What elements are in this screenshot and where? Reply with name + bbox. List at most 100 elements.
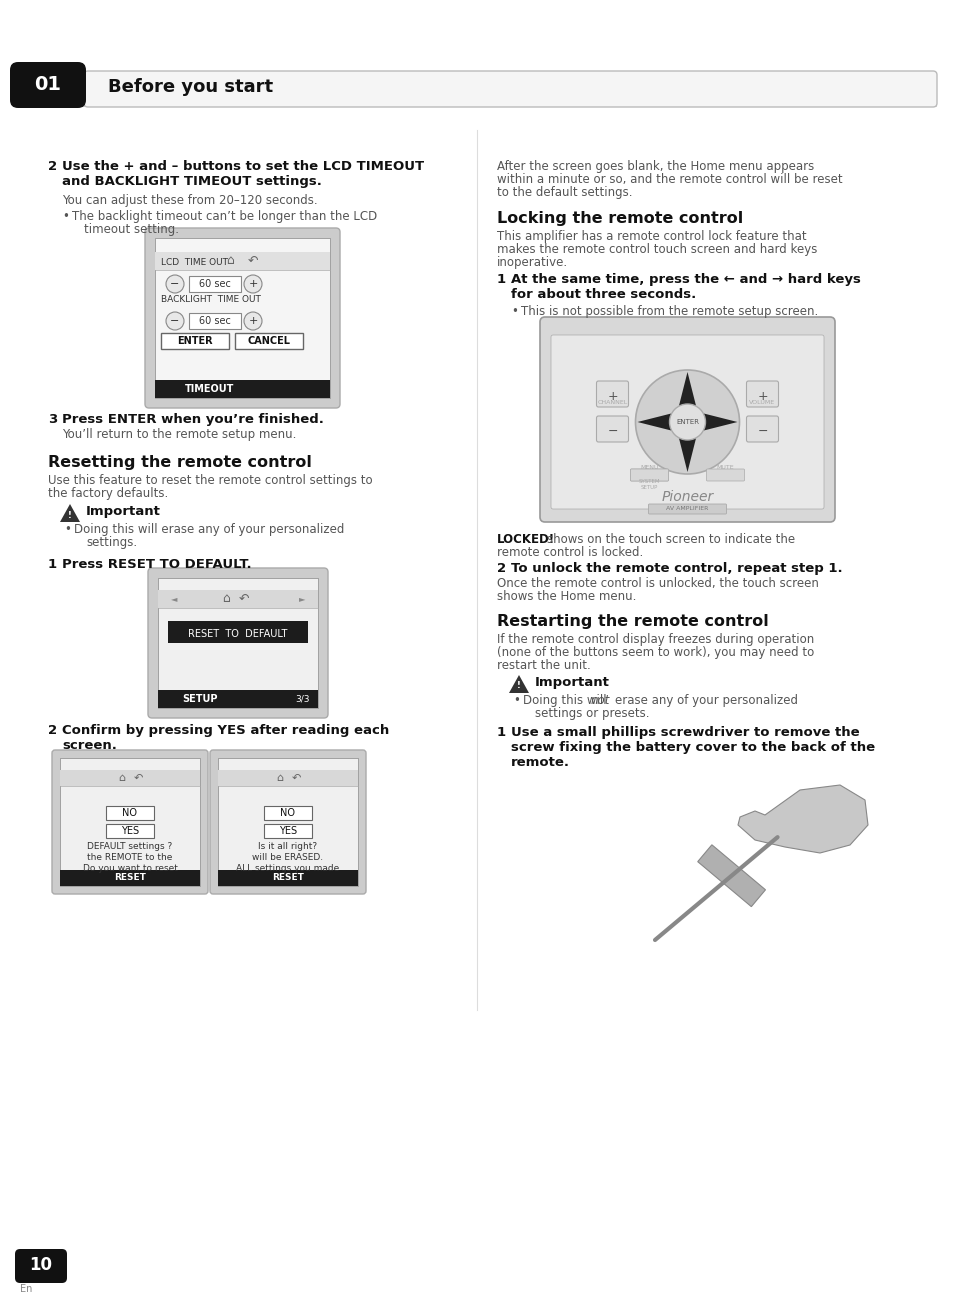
- Text: remote.: remote.: [511, 756, 569, 769]
- Polygon shape: [697, 845, 764, 907]
- Text: will be ERASED.: will be ERASED.: [253, 853, 323, 862]
- Polygon shape: [702, 414, 737, 431]
- FancyBboxPatch shape: [596, 381, 628, 407]
- Text: erase any of your personalized: erase any of your personalized: [615, 694, 797, 707]
- FancyBboxPatch shape: [596, 417, 628, 441]
- Bar: [218, 758, 357, 886]
- Text: NO: NO: [122, 808, 137, 817]
- Circle shape: [244, 275, 262, 293]
- Text: MENU: MENU: [639, 465, 659, 470]
- Text: (none of the buttons seem to work), you may need to: (none of the buttons seem to work), you …: [497, 646, 814, 659]
- Bar: [189, 313, 241, 329]
- Text: After the screen goes blank, the Home menu appears: After the screen goes blank, the Home me…: [497, 160, 814, 173]
- Text: Once the remote control is unlocked, the touch screen: Once the remote control is unlocked, the…: [497, 576, 818, 590]
- Text: VOLUME: VOLUME: [749, 400, 775, 405]
- Bar: [189, 276, 241, 292]
- Polygon shape: [60, 504, 80, 521]
- Text: Important: Important: [86, 504, 161, 517]
- Text: •: •: [511, 305, 517, 318]
- Text: restart the unit.: restart the unit.: [497, 659, 590, 672]
- Text: and BACKLIGHT TIMEOUT settings.: and BACKLIGHT TIMEOUT settings.: [62, 176, 321, 189]
- Text: Before you start: Before you start: [108, 79, 273, 96]
- Text: shows the Home menu.: shows the Home menu.: [497, 590, 636, 603]
- FancyBboxPatch shape: [706, 469, 743, 481]
- Text: BACKLIGHT  TIME OUT: BACKLIGHT TIME OUT: [161, 295, 260, 304]
- Text: NO: NO: [280, 808, 295, 817]
- Text: screw fixing the battery cover to the back of the: screw fixing the battery cover to the ba…: [511, 741, 874, 755]
- Polygon shape: [679, 372, 696, 406]
- Text: DEFAULT settings ?: DEFAULT settings ?: [88, 842, 172, 852]
- Text: −: −: [171, 279, 179, 290]
- Text: ⌂: ⌂: [222, 592, 230, 605]
- Text: ENTER: ENTER: [676, 419, 699, 424]
- Text: !: !: [517, 681, 520, 690]
- FancyBboxPatch shape: [599, 776, 869, 965]
- Text: !: !: [68, 511, 71, 520]
- Text: RESET: RESET: [114, 874, 146, 883]
- Text: Press RESET TO DEFAULT.: Press RESET TO DEFAULT.: [62, 558, 252, 571]
- Text: Doing this will erase any of your personalized: Doing this will erase any of your person…: [74, 523, 344, 536]
- Circle shape: [166, 275, 184, 293]
- Bar: [218, 770, 357, 786]
- Text: not: not: [590, 694, 610, 707]
- Text: AV AMPLIFIER: AV AMPLIFIER: [665, 507, 708, 511]
- Text: the factory defaults.: the factory defaults.: [48, 487, 168, 500]
- Bar: [154, 380, 330, 398]
- Polygon shape: [509, 675, 529, 693]
- Text: •: •: [513, 694, 519, 707]
- Text: CHANNEL: CHANNEL: [597, 400, 627, 405]
- Text: shows on the touch screen to indicate the: shows on the touch screen to indicate th…: [546, 533, 794, 546]
- Text: 60 sec: 60 sec: [199, 279, 231, 290]
- Circle shape: [635, 369, 739, 474]
- Text: 3: 3: [48, 413, 57, 426]
- Text: TIMEOUT: TIMEOUT: [185, 384, 234, 394]
- Text: Press ENTER when you’re finished.: Press ENTER when you’re finished.: [62, 413, 323, 426]
- Bar: [168, 621, 308, 643]
- Text: −: −: [607, 424, 618, 438]
- Text: makes the remote control touch screen and hard keys: makes the remote control touch screen an…: [497, 242, 817, 255]
- Text: +: +: [606, 389, 618, 402]
- Text: •: •: [64, 523, 71, 536]
- Text: ◄: ◄: [171, 595, 177, 604]
- Text: Resetting the remote control: Resetting the remote control: [48, 455, 312, 470]
- Text: 10: 10: [30, 1256, 52, 1275]
- Text: YES: YES: [121, 827, 139, 836]
- FancyBboxPatch shape: [630, 469, 668, 481]
- Text: 60 sec: 60 sec: [199, 316, 231, 326]
- Bar: [60, 770, 200, 786]
- Text: RESET: RESET: [272, 874, 304, 883]
- Text: +: +: [248, 316, 257, 326]
- FancyBboxPatch shape: [15, 1248, 67, 1282]
- Bar: [161, 333, 229, 348]
- Text: YES: YES: [278, 827, 296, 836]
- Text: 2: 2: [48, 724, 57, 738]
- Text: 01: 01: [34, 75, 61, 93]
- FancyBboxPatch shape: [52, 751, 208, 893]
- Text: for about three seconds.: for about three seconds.: [511, 288, 696, 301]
- FancyBboxPatch shape: [745, 381, 778, 407]
- FancyBboxPatch shape: [148, 569, 328, 718]
- Text: ⌂: ⌂: [118, 773, 126, 783]
- FancyBboxPatch shape: [745, 417, 778, 441]
- Bar: [158, 690, 317, 707]
- FancyBboxPatch shape: [145, 228, 339, 407]
- Text: Locking the remote control: Locking the remote control: [497, 211, 742, 227]
- FancyBboxPatch shape: [210, 751, 366, 893]
- Circle shape: [166, 312, 184, 330]
- Text: 1: 1: [497, 272, 506, 286]
- Text: You’ll return to the remote setup menu.: You’ll return to the remote setup menu.: [62, 428, 296, 441]
- Text: ⌂: ⌂: [226, 254, 234, 267]
- Circle shape: [669, 403, 705, 440]
- Text: ENTER: ENTER: [177, 335, 213, 346]
- Text: To unlock the remote control, repeat step 1.: To unlock the remote control, repeat ste…: [511, 562, 841, 575]
- Polygon shape: [738, 785, 867, 853]
- Text: This is not possible from the remote setup screen.: This is not possible from the remote set…: [520, 305, 818, 318]
- Text: ↶: ↶: [133, 773, 143, 783]
- Bar: [106, 824, 153, 838]
- Text: En: En: [20, 1284, 32, 1294]
- Text: Important: Important: [535, 676, 609, 689]
- Text: Use the + and – buttons to set the LCD TIMEOUT: Use the + and – buttons to set the LCD T…: [62, 160, 424, 173]
- Text: Restarting the remote control: Restarting the remote control: [497, 614, 768, 629]
- Bar: [154, 252, 330, 270]
- Text: Use this feature to reset the remote control settings to: Use this feature to reset the remote con…: [48, 474, 373, 487]
